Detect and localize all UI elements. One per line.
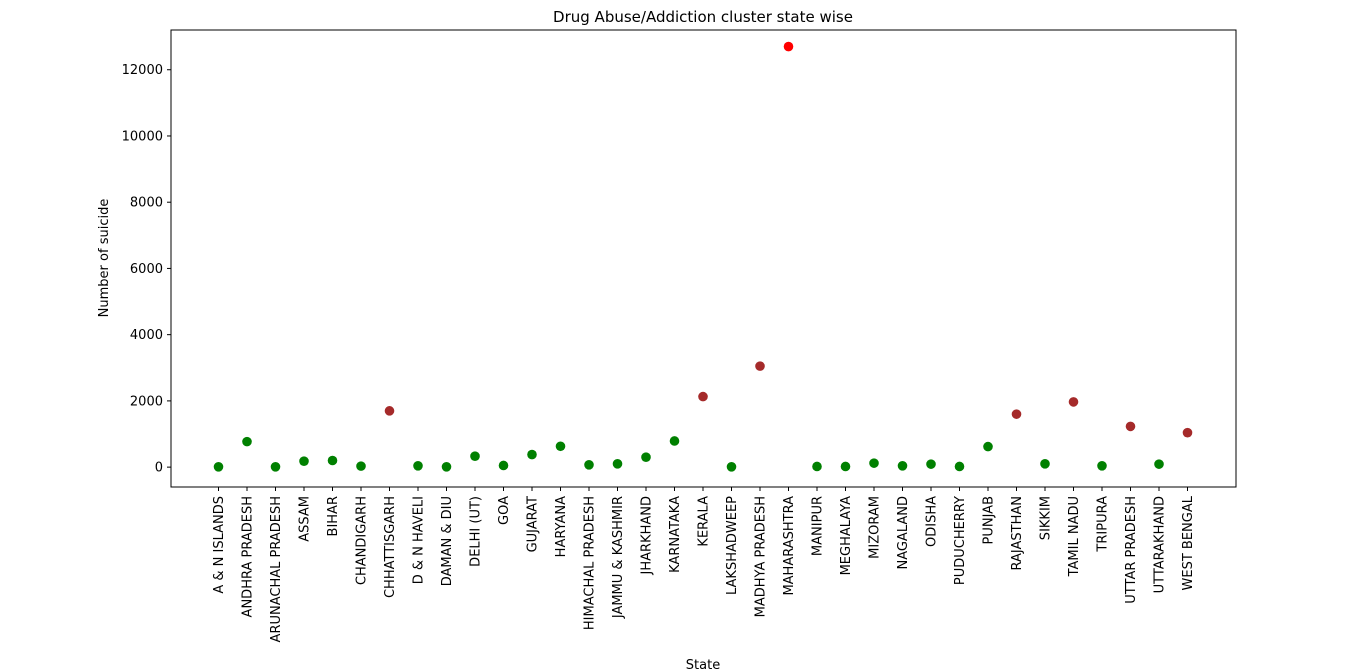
x-tick-label: CHANDIGARH bbox=[355, 496, 370, 585]
x-tick-label: MADHYA PRADESH bbox=[754, 496, 769, 617]
x-tick-label: JHARKHAND bbox=[640, 496, 655, 575]
data-point bbox=[584, 460, 594, 470]
x-tick-label: ODISHA bbox=[925, 496, 940, 547]
x-tick-label: KARNATAKA bbox=[668, 496, 683, 573]
x-tick-label: JAMMU & KASHMIR bbox=[611, 496, 626, 619]
data-point bbox=[954, 461, 965, 472]
data-point bbox=[1125, 421, 1136, 432]
x-axis: A & N ISLANDS ANDHRA PRADESH ARUNACHAL PRA… bbox=[212, 487, 1196, 642]
data-point bbox=[612, 459, 623, 469]
data-points bbox=[213, 41, 1193, 472]
x-tick-label: HIMACHAL PRADESH bbox=[583, 496, 598, 630]
y-tick-label: 4000 bbox=[130, 328, 163, 343]
x-tick-label: MEGHALAYA bbox=[839, 496, 854, 576]
data-point bbox=[698, 391, 708, 402]
y-axis: 0 2000 4000 6000 8000 10000 12000 bbox=[122, 63, 171, 476]
data-point bbox=[270, 461, 281, 472]
y-tick-label: 12000 bbox=[122, 63, 163, 78]
data-point bbox=[897, 461, 908, 471]
x-tick-label: DAMAN & DIU bbox=[440, 496, 455, 586]
x-tick-label: TAMIL NADU bbox=[1067, 496, 1082, 577]
data-point bbox=[1097, 461, 1107, 471]
x-tick-label: CHHATTISGARH bbox=[383, 496, 398, 598]
data-point bbox=[669, 436, 680, 446]
x-tick-label: A & N ISLANDS bbox=[212, 496, 227, 594]
data-point bbox=[1040, 459, 1050, 469]
plot-area bbox=[170, 29, 1237, 488]
data-point bbox=[1154, 459, 1164, 469]
data-point bbox=[555, 441, 566, 452]
x-tick-label: MIZORAM bbox=[868, 496, 883, 559]
data-point bbox=[441, 461, 452, 472]
y-tick-label: 2000 bbox=[130, 394, 163, 409]
x-tick-label: NAGALAND bbox=[896, 496, 911, 570]
x-tick-label: KERALA bbox=[697, 496, 712, 547]
x-tick-label: GUJARAT bbox=[526, 496, 541, 552]
x-tick-label: GOA bbox=[497, 496, 512, 525]
x-tick-label: UTTAR PRADESH bbox=[1124, 496, 1139, 604]
y-axis-label: Number of suicide bbox=[97, 199, 112, 318]
x-tick-label: MAHARASHTRA bbox=[782, 496, 797, 596]
data-point bbox=[498, 460, 509, 471]
x-tick-label: DELHI (UT) bbox=[469, 496, 484, 567]
data-point bbox=[641, 452, 651, 462]
data-point bbox=[527, 449, 537, 460]
x-tick-label: HARYANA bbox=[554, 496, 569, 557]
data-point bbox=[840, 461, 851, 472]
plot-frame bbox=[170, 29, 1237, 488]
data-point bbox=[926, 459, 936, 469]
data-point bbox=[213, 461, 224, 472]
x-tick-label: BIHAR bbox=[326, 496, 341, 536]
y-tick-label: 8000 bbox=[130, 196, 163, 211]
x-tick-label: LAKSHADWEEP bbox=[725, 496, 740, 595]
y-tick-label: 0 bbox=[155, 461, 163, 476]
data-point bbox=[470, 451, 480, 462]
y-tick-label: 10000 bbox=[122, 129, 163, 144]
x-tick-label: PUNJAB bbox=[982, 496, 997, 545]
data-point bbox=[755, 361, 765, 371]
x-tick-label: UTTARAKHAND bbox=[1153, 496, 1168, 593]
data-point bbox=[783, 41, 794, 52]
data-point bbox=[1182, 427, 1193, 438]
data-point bbox=[356, 461, 366, 471]
x-tick-label: WEST BENGAL bbox=[1181, 495, 1196, 590]
x-tick-label: SIKKIM bbox=[1039, 496, 1054, 540]
x-tick-label: ARUNACHAL PRADESH bbox=[269, 496, 284, 642]
data-point bbox=[413, 461, 423, 471]
data-point bbox=[983, 441, 993, 452]
x-tick-label: D & N HAVELI bbox=[412, 496, 427, 584]
data-point bbox=[726, 461, 737, 472]
x-tick-label: ASSAM bbox=[298, 496, 313, 542]
chart-title: Drug Abuse/Addiction cluster state wise bbox=[553, 8, 853, 26]
data-point bbox=[299, 456, 309, 466]
x-tick-label: ANDHRA PRADESH bbox=[241, 496, 256, 617]
data-point bbox=[1068, 397, 1079, 407]
data-point bbox=[869, 458, 879, 468]
data-point bbox=[242, 436, 252, 447]
x-tick-label: PUDUCHERRY bbox=[953, 496, 968, 585]
x-tick-label: TRIPURA bbox=[1096, 496, 1111, 553]
x-tick-label: MANIPUR bbox=[811, 496, 826, 556]
y-tick-label: 6000 bbox=[130, 262, 163, 277]
data-point bbox=[384, 406, 395, 416]
x-tick-label: RAJASTHAN bbox=[1010, 496, 1025, 570]
x-axis-label: State bbox=[686, 658, 720, 671]
data-point bbox=[327, 455, 338, 466]
data-point bbox=[812, 461, 822, 472]
data-point bbox=[1011, 409, 1022, 419]
